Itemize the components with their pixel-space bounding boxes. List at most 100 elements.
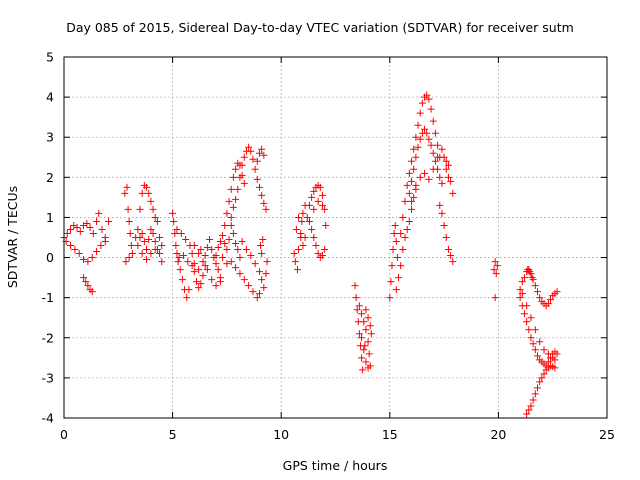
data-point xyxy=(531,390,539,398)
y-tick-label: 4 xyxy=(46,90,54,105)
data-point xyxy=(203,244,211,252)
data-point xyxy=(195,284,203,292)
data-point xyxy=(262,205,270,213)
data-point xyxy=(185,286,193,294)
data-point xyxy=(197,246,205,254)
data-point xyxy=(223,260,231,268)
data-point xyxy=(527,314,535,322)
data-point xyxy=(174,258,182,266)
data-point xyxy=(516,294,524,302)
data-point xyxy=(352,294,360,302)
data-point xyxy=(529,340,537,348)
data-point xyxy=(177,229,185,237)
data-point xyxy=(236,270,244,278)
data-point xyxy=(171,229,179,237)
data-point xyxy=(431,129,439,137)
data-point xyxy=(89,229,97,237)
data-point xyxy=(128,250,136,258)
y-tick-label: -3 xyxy=(42,370,54,385)
data-point xyxy=(82,278,90,286)
data-point xyxy=(245,282,253,290)
data-point xyxy=(298,217,306,225)
data-point xyxy=(253,294,261,302)
data-point xyxy=(293,266,301,274)
data-point xyxy=(295,213,303,221)
data-point xyxy=(410,193,418,201)
data-point xyxy=(190,268,198,276)
data-point xyxy=(67,242,75,250)
x-tick-label: 20 xyxy=(490,427,506,442)
data-point xyxy=(263,258,271,266)
data-point xyxy=(208,246,216,254)
data-point xyxy=(305,201,313,209)
data-point xyxy=(429,165,437,173)
data-point xyxy=(520,274,528,282)
data-point xyxy=(199,258,207,266)
data-point xyxy=(216,278,224,286)
data-point xyxy=(540,346,548,354)
data-point xyxy=(125,217,133,225)
data-point xyxy=(229,229,237,237)
x-tick-label: 25 xyxy=(599,427,615,442)
data-point xyxy=(364,338,372,346)
data-point xyxy=(190,260,198,268)
data-point xyxy=(83,219,91,227)
y-axis-label: SDTVAR / TECUs xyxy=(5,186,20,288)
data-point xyxy=(547,296,555,304)
data-point xyxy=(436,201,444,209)
data-point xyxy=(258,276,266,284)
data-point xyxy=(429,149,437,157)
data-point xyxy=(203,266,211,274)
data-point xyxy=(531,346,539,354)
data-point xyxy=(299,242,307,250)
y-tick-label: 2 xyxy=(46,170,54,185)
data-point xyxy=(125,254,133,262)
data-point xyxy=(255,183,263,191)
data-point xyxy=(151,238,159,246)
data-point xyxy=(423,129,431,137)
data-point xyxy=(310,187,318,195)
data-point xyxy=(305,217,313,225)
data-point xyxy=(438,209,446,217)
data-point xyxy=(173,250,181,258)
data-point xyxy=(86,223,94,231)
data-point xyxy=(299,209,307,217)
data-point xyxy=(358,334,366,342)
data-point xyxy=(491,258,499,266)
data-point xyxy=(221,221,229,229)
data-point xyxy=(212,260,220,268)
data-point xyxy=(416,135,424,143)
data-point xyxy=(214,266,222,274)
y-tick-label: -4 xyxy=(42,411,55,426)
data-point xyxy=(444,161,452,169)
data-point xyxy=(259,236,267,244)
data-point xyxy=(405,189,413,197)
data-point xyxy=(260,284,268,292)
data-point xyxy=(75,250,83,258)
data-point xyxy=(206,236,214,244)
data-point xyxy=(358,354,366,362)
data-point xyxy=(365,350,373,358)
y-tick-label: 5 xyxy=(46,50,54,65)
data-point xyxy=(93,248,101,256)
data-point xyxy=(401,234,409,241)
data-point xyxy=(238,238,246,246)
data-point xyxy=(525,406,533,414)
plot-frame xyxy=(63,56,608,419)
data-point xyxy=(390,229,398,237)
data-point xyxy=(170,217,178,225)
data-point xyxy=(80,256,88,264)
data-point xyxy=(408,157,416,165)
data-point xyxy=(134,242,142,250)
data-point xyxy=(525,326,533,334)
data-point xyxy=(408,177,416,185)
data-point xyxy=(223,209,231,217)
data-point xyxy=(143,183,151,191)
data-point xyxy=(425,175,433,183)
data-point xyxy=(238,161,246,169)
y-tick-label: -2 xyxy=(42,330,54,345)
data-point xyxy=(225,236,233,244)
data-point xyxy=(418,99,426,107)
data-point xyxy=(212,252,220,260)
data-point xyxy=(221,240,229,248)
